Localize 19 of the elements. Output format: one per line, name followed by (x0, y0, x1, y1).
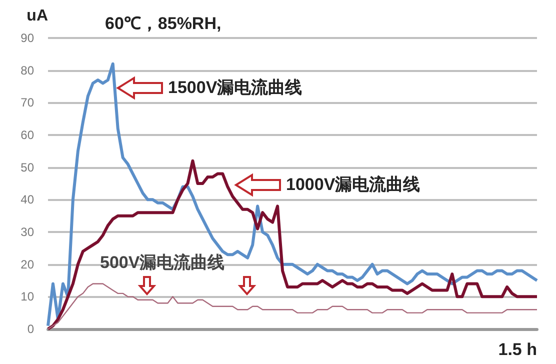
x-axis-title: 1.5 h (498, 340, 537, 359)
annotation: 1000V漏电流曲线 (286, 175, 420, 195)
line-series (46, 62, 538, 328)
y-tick-label: 20 (20, 257, 34, 272)
annotation: 1500V漏电流曲线 (168, 78, 302, 98)
y-tick-label: 90 (20, 31, 34, 45)
y-tick-label: 70 (20, 96, 34, 110)
y-tick-label: 40 (20, 192, 34, 207)
y-tick-label: 60 (20, 128, 34, 142)
chart-title: 60℃，85%RH, (105, 14, 222, 33)
y-tick-label: 30 (20, 225, 34, 239)
y-tick-label: 80 (20, 63, 34, 78)
annotation: 500V漏电流曲线 (100, 253, 225, 273)
y-tick-label: 10 (20, 290, 34, 304)
y-tick-label: 50 (20, 160, 34, 174)
line-series (47, 283, 538, 330)
line-series (46, 159, 538, 330)
y-tick-label: 0 (27, 322, 34, 336)
y-axis-title: uA (26, 8, 48, 24)
